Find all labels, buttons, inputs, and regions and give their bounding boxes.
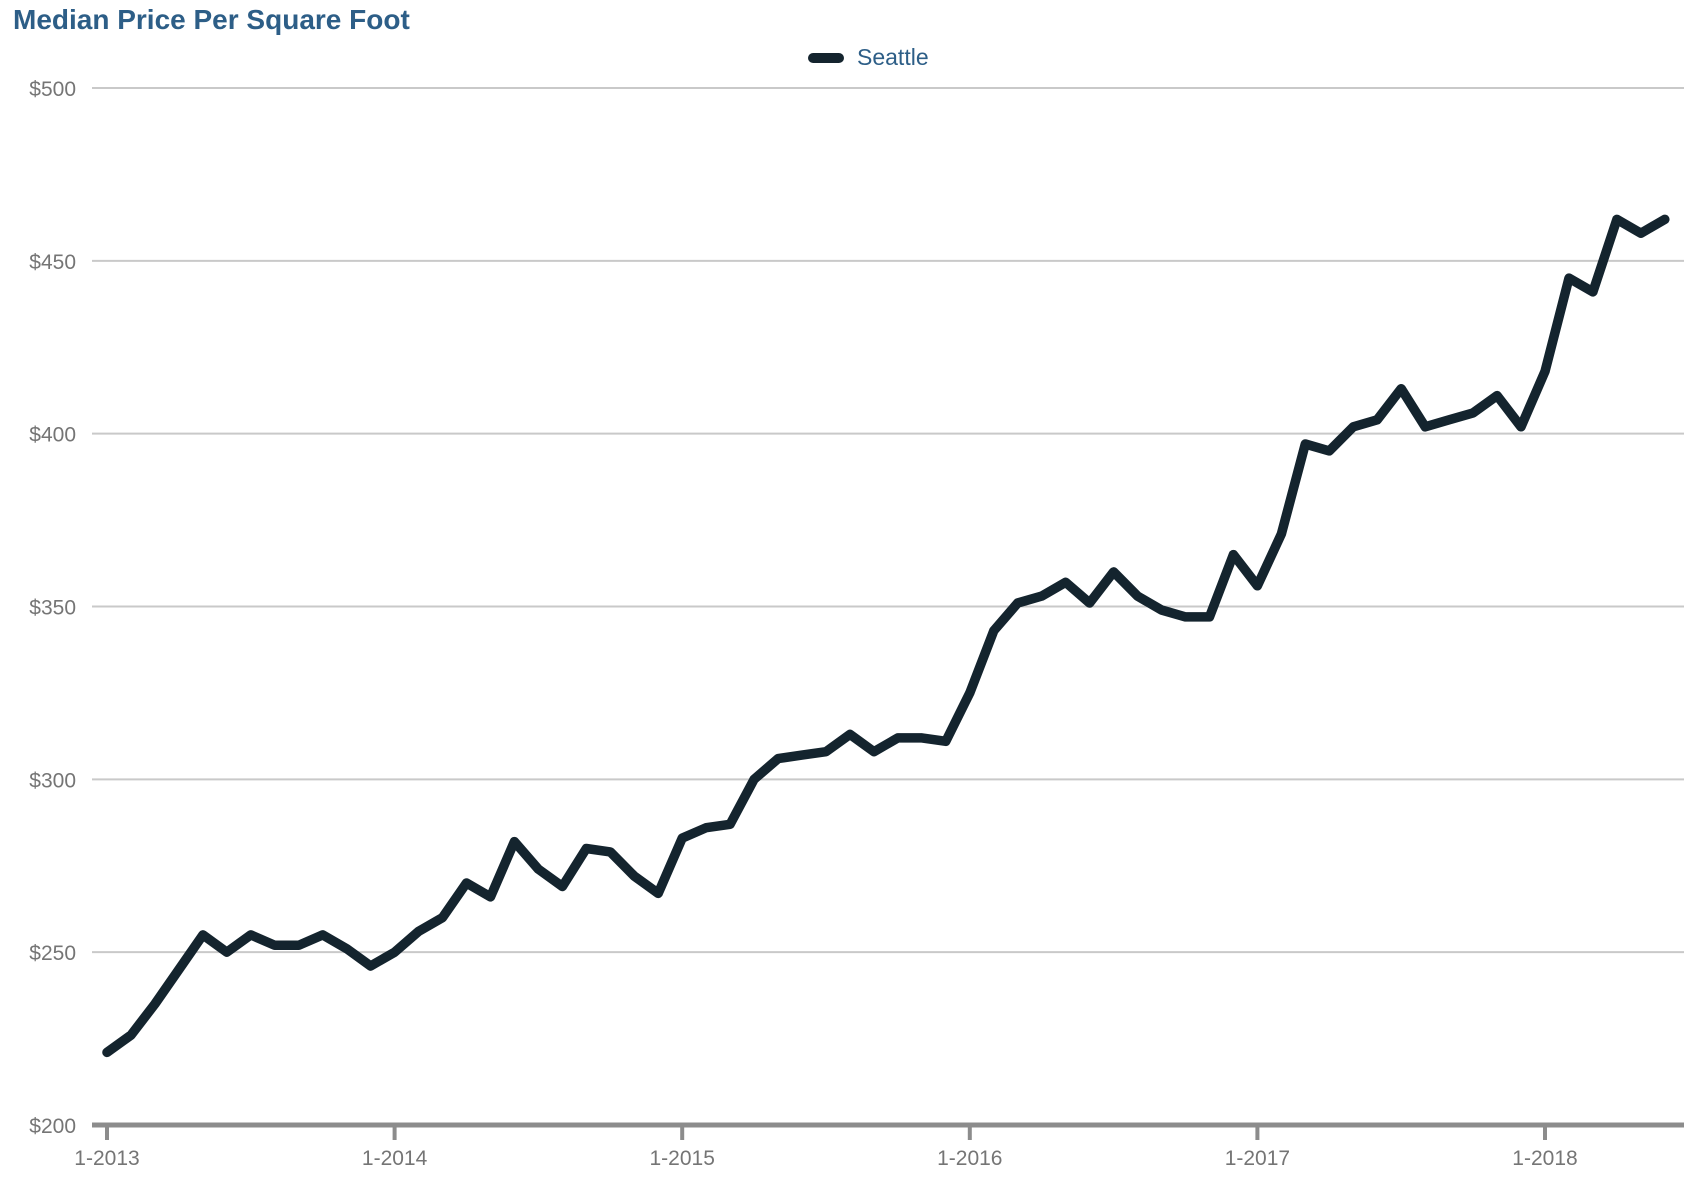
legend: Seattle: [808, 46, 929, 69]
y-tick-label: $400: [29, 424, 76, 447]
y-tick-label: $250: [29, 942, 76, 965]
x-tick-label: 1-2017: [1225, 1147, 1290, 1170]
x-tick-label: 1-2015: [650, 1147, 715, 1170]
legend-label-seattle: Seattle: [857, 44, 929, 70]
series-line-seattle: [102, 214, 1670, 1058]
x-tick-label: 1-2018: [1512, 1147, 1577, 1170]
y-tick-label: $500: [29, 78, 76, 101]
legend-swatch-seattle: [808, 52, 844, 63]
y-tick-label: $450: [29, 251, 76, 274]
chart-title: Median Price Per Square Foot: [13, 4, 410, 35]
y-tick-label: $350: [29, 597, 76, 620]
x-tick-label: 1-2013: [74, 1147, 139, 1170]
y-tick-label: $300: [29, 769, 76, 792]
x-tick-label: 1-2016: [937, 1147, 1002, 1170]
y-tick-label: $200: [29, 1115, 76, 1138]
x-tick-label: 1-2014: [362, 1147, 428, 1170]
